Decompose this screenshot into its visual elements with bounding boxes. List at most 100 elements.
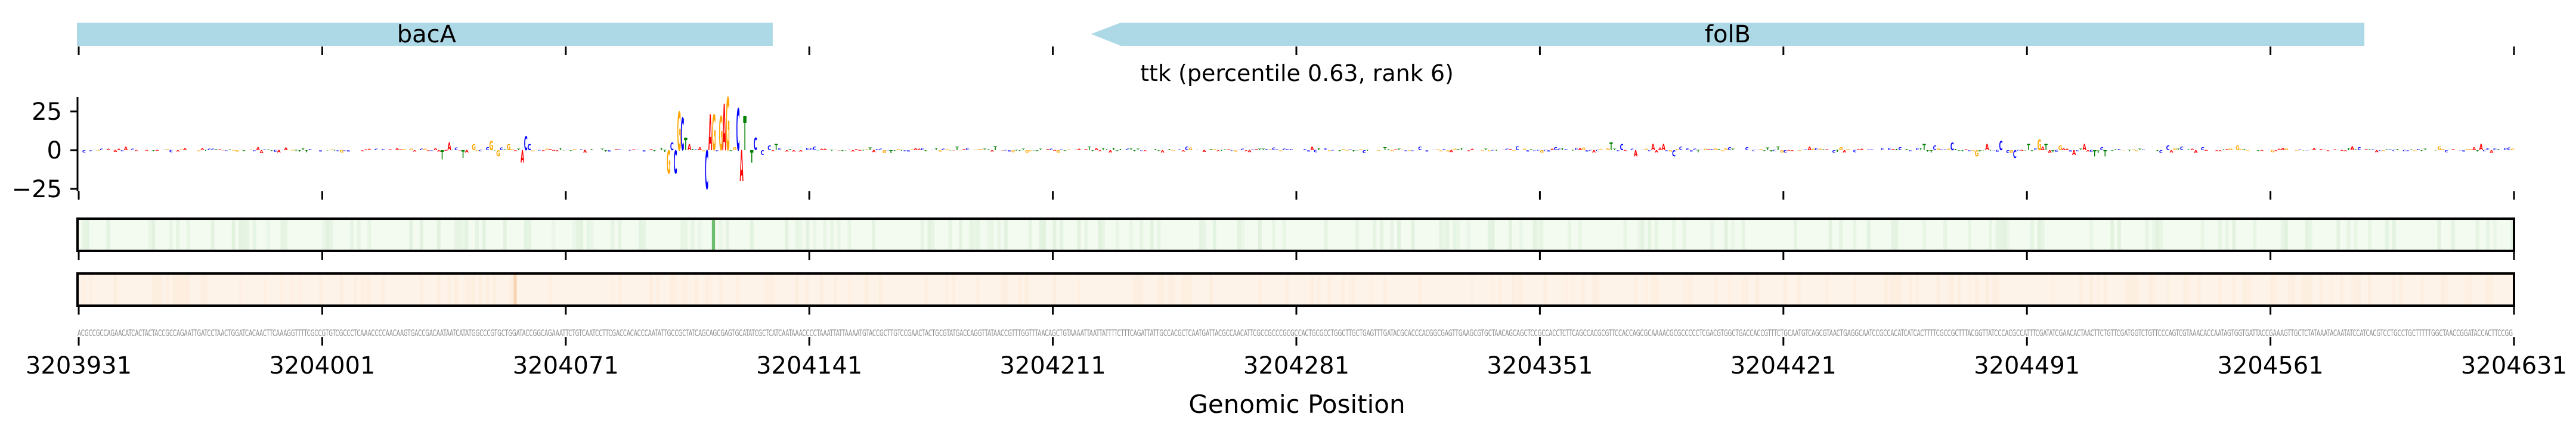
- heatmap-cell: [795, 273, 799, 306]
- logo-letter: T: [1387, 150, 1391, 151]
- heatmap-cell: [436, 273, 441, 306]
- logo-letter: C: [1241, 148, 1245, 151]
- logo-letter: C: [1533, 150, 1537, 151]
- logo-letter: T: [1696, 150, 1700, 153]
- heatmap-cell: [510, 273, 514, 306]
- logo-letter: C: [1689, 150, 1693, 153]
- heatmap-cell: [419, 273, 423, 306]
- logo-letter: T: [1154, 149, 1158, 151]
- logo-letter: A: [176, 150, 180, 153]
- x-tick-label: 3204561: [2218, 352, 2324, 380]
- logo-letter: C: [430, 150, 434, 151]
- logo-letter: G: [232, 150, 236, 151]
- heatmap-cell: [151, 273, 156, 306]
- logo-letter: A: [1964, 150, 1968, 151]
- logo-letter: C: [1933, 145, 1937, 152]
- logo-letter: C: [120, 150, 125, 152]
- logo-letter: T: [2110, 150, 2114, 151]
- heatmap-cell: [1272, 219, 1275, 251]
- logo-letter: G: [1937, 148, 1941, 151]
- logo-letter: A: [284, 147, 288, 151]
- logo-letter: A: [962, 149, 967, 151]
- heatmap-cell: [1887, 273, 1891, 306]
- logo-letter: T: [2051, 150, 2055, 153]
- logo-letter: G: [1056, 149, 1060, 154]
- logo-letter: T: [983, 149, 987, 151]
- gene-bar-baca[interactable]: [77, 23, 773, 46]
- heatmap-cell: [1132, 273, 1137, 306]
- logo-letter: C: [528, 142, 531, 152]
- logo-letter: T: [2302, 150, 2305, 151]
- heatmap-cell: [2249, 273, 2253, 306]
- heatmap-cell: [1282, 219, 1286, 251]
- logo-letter: T: [2385, 150, 2389, 151]
- logo-letter: G: [2246, 150, 2250, 152]
- heatmap-cell: [1160, 273, 1165, 306]
- gene-arrow-folb[interactable]: [1091, 23, 2365, 46]
- logo-letter: A: [465, 149, 469, 153]
- logo-letter: A: [2351, 145, 2355, 151]
- logo-letter: G: [510, 149, 514, 151]
- logo-letter: C: [628, 150, 632, 151]
- heatmap-cell: [478, 273, 482, 306]
- logo-letter: C: [1867, 150, 1871, 151]
- logo-letter: G: [2295, 150, 2299, 151]
- logo-letter: A: [1790, 150, 1794, 151]
- heatmap-cell: [2156, 219, 2159, 251]
- logo-letter: C: [813, 146, 816, 151]
- heatmap-cell: [2329, 273, 2333, 306]
- logo-letter: T: [1922, 142, 1926, 152]
- heatmap-track-green: [76, 217, 2515, 252]
- logo-letter: G: [1512, 150, 1516, 151]
- heatmap-cell: [1237, 219, 1241, 251]
- logo-letter: A: [2479, 142, 2483, 152]
- logo-letter: C: [1349, 150, 1352, 151]
- logo-letter: A: [649, 149, 654, 151]
- logo-letter: T: [569, 150, 574, 152]
- logo-letter: T: [1397, 148, 1401, 151]
- heatmap-cell: [267, 219, 270, 251]
- logo-letter: C: [1992, 150, 1996, 151]
- logo-letter: A: [2277, 148, 2281, 151]
- logo-letter: C: [1815, 148, 1818, 151]
- logo-letter: C: [1505, 148, 1509, 151]
- heatmap-cell: [1185, 273, 1189, 306]
- heatmap-cell: [468, 273, 472, 306]
- heatmap-cell: [2350, 273, 2354, 306]
- logo-letter: G: [545, 148, 549, 151]
- heatmap-cell: [2253, 219, 2257, 251]
- x-tick-label: 3203931: [26, 352, 132, 380]
- logo-letter: C: [1804, 150, 1808, 151]
- logo-letter: G: [2131, 150, 2135, 151]
- heatmap-cell: [698, 219, 702, 251]
- logo-letter: C: [1558, 148, 1562, 151]
- logo-letter: C: [1230, 150, 1234, 151]
- logo-letter: A: [2062, 148, 2066, 151]
- logo-letter: A: [113, 150, 117, 153]
- logo-letter: C: [2201, 146, 2205, 151]
- logo-letter: A: [1255, 149, 1259, 151]
- heatmap-cell: [186, 273, 190, 306]
- logo-letter: G: [2413, 150, 2417, 151]
- logo-letter: T: [684, 135, 688, 154]
- logo-letter: G: [166, 149, 170, 151]
- heatmap-cell: [1140, 219, 1144, 251]
- heatmap-cell: [764, 273, 768, 306]
- heatmap-cell: [618, 219, 622, 251]
- heatmap-cell: [1884, 273, 1888, 306]
- logo-letter: T: [462, 149, 465, 161]
- logo-letter: T: [1116, 150, 1120, 152]
- heatmap-cell: [1491, 219, 1495, 251]
- logo-letter: T: [1112, 147, 1116, 151]
- logo-letter: C: [208, 148, 212, 151]
- logo-letter: A: [2205, 150, 2209, 151]
- heatmap-cell: [2152, 273, 2156, 306]
- logo-letter: T: [1105, 150, 1109, 151]
- logo-letter: G: [329, 150, 333, 151]
- logo-letter: A: [2375, 150, 2379, 153]
- heatmap-cell: [1724, 219, 1728, 251]
- logo-letter: G: [1067, 150, 1071, 151]
- heatmap-cell: [82, 219, 86, 251]
- heatmap-cell: [1470, 273, 1474, 306]
- heatmap-cell: [586, 219, 590, 251]
